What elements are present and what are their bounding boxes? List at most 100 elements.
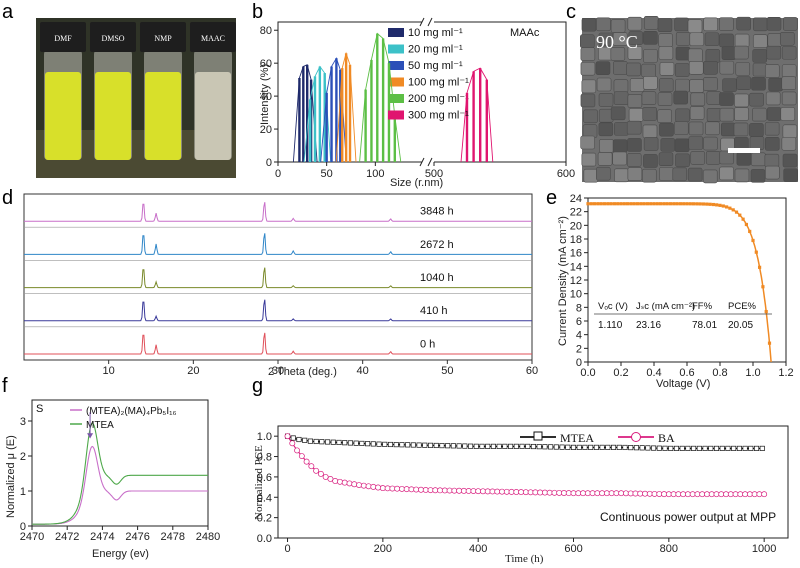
- grain: [674, 17, 689, 32]
- marker-circle: [384, 485, 391, 492]
- bar: [339, 69, 342, 162]
- jv-point: [629, 202, 633, 206]
- grain: [627, 46, 643, 60]
- jv-point: [708, 202, 712, 206]
- y-tick-label: 22: [570, 207, 582, 219]
- axis-break-mark: [419, 17, 425, 27]
- grain: [642, 124, 658, 139]
- legend-swatch: [388, 44, 404, 54]
- marker-circle: [317, 470, 324, 477]
- bar: [472, 71, 475, 162]
- jv-point: [748, 229, 752, 234]
- xanes-trace: [32, 422, 208, 525]
- marker-square: [588, 444, 594, 450]
- y-tick-label: 6: [576, 316, 582, 328]
- grain: [596, 166, 611, 181]
- grain: [612, 61, 628, 75]
- marker-square: [576, 444, 582, 450]
- grain: [703, 136, 718, 151]
- vial-liquid: [95, 72, 131, 160]
- marker-square: [731, 445, 737, 451]
- grain: [580, 61, 596, 76]
- bar: [298, 78, 301, 162]
- grain: [674, 138, 690, 153]
- y-tick-label: 0.2: [257, 513, 272, 525]
- bar: [335, 58, 338, 163]
- grain: [614, 122, 629, 136]
- panel-label-e: e: [546, 187, 557, 209]
- jv-point: [626, 202, 630, 206]
- grain: [658, 46, 674, 60]
- table-header: Jₛc (mA cm⁻²): [636, 301, 695, 312]
- jv-point: [701, 202, 706, 206]
- grain: [614, 168, 629, 183]
- grain: [734, 168, 750, 183]
- jv-point: [738, 213, 742, 217]
- marker-square: [496, 443, 502, 449]
- grain: [703, 77, 718, 91]
- marker-circle: [398, 485, 405, 492]
- temperature-label: 90 °C: [596, 32, 638, 52]
- marker-square: [370, 441, 376, 447]
- plot-frame: [277, 425, 789, 539]
- bar: [318, 66, 322, 162]
- grain: [689, 32, 705, 47]
- grain: [673, 90, 689, 105]
- grain: [643, 76, 658, 90]
- grain: [612, 139, 628, 153]
- grain: [734, 45, 749, 60]
- legend-swatch: [388, 61, 404, 70]
- panel-label-f: f: [2, 375, 8, 397]
- marker-square: [433, 442, 439, 449]
- grain: [768, 77, 783, 92]
- jv-point: [602, 202, 607, 206]
- marker-square: [639, 445, 645, 451]
- grain: [627, 167, 643, 181]
- grain: [674, 63, 690, 77]
- x-tick-label: 800: [660, 543, 678, 555]
- y-tick-label: 20: [570, 220, 582, 232]
- grain: [736, 151, 752, 166]
- grain: [641, 91, 657, 105]
- marker-square: [696, 445, 702, 451]
- grain: [659, 167, 674, 181]
- grain: [657, 109, 672, 123]
- y-tick-label: 0: [266, 157, 272, 169]
- grain: [734, 93, 749, 108]
- grain: [706, 91, 722, 105]
- marker-square: [410, 442, 416, 448]
- bar: [330, 66, 333, 162]
- x-tick-label: 2476: [125, 531, 149, 543]
- marker-square: [405, 442, 411, 448]
- legend-label: 10 mg ml⁻¹: [408, 27, 463, 39]
- x-tick-label: 400: [469, 543, 487, 555]
- bar: [302, 66, 305, 162]
- panel-label-d: d: [2, 187, 13, 209]
- x-tick-label: 50: [321, 168, 333, 180]
- grain: [781, 76, 797, 91]
- marker-square: [416, 442, 422, 448]
- marker-circle: [403, 486, 410, 493]
- x-tick-label: 0.4: [646, 367, 661, 379]
- x-tick-label: 2470: [20, 531, 44, 543]
- element-label: S: [36, 403, 43, 415]
- grain: [722, 78, 737, 92]
- marker-square: [473, 443, 479, 449]
- jv-point: [718, 203, 722, 207]
- x-tick-label: 500: [425, 168, 443, 180]
- grain: [612, 151, 627, 166]
- x-tick-label: 2474: [90, 531, 114, 543]
- marker-square: [708, 445, 714, 451]
- grain: [675, 31, 691, 46]
- y-tick-label: 0: [576, 357, 582, 369]
- x-tick-label: 0.0: [580, 367, 595, 379]
- marker-square: [525, 443, 531, 449]
- legend-marker: [533, 431, 543, 441]
- grain: [719, 92, 734, 106]
- grain: [703, 60, 718, 75]
- grain: [581, 17, 597, 32]
- marker-square: [662, 445, 668, 451]
- grain: [719, 17, 734, 31]
- y-tick-label: 2: [20, 451, 26, 463]
